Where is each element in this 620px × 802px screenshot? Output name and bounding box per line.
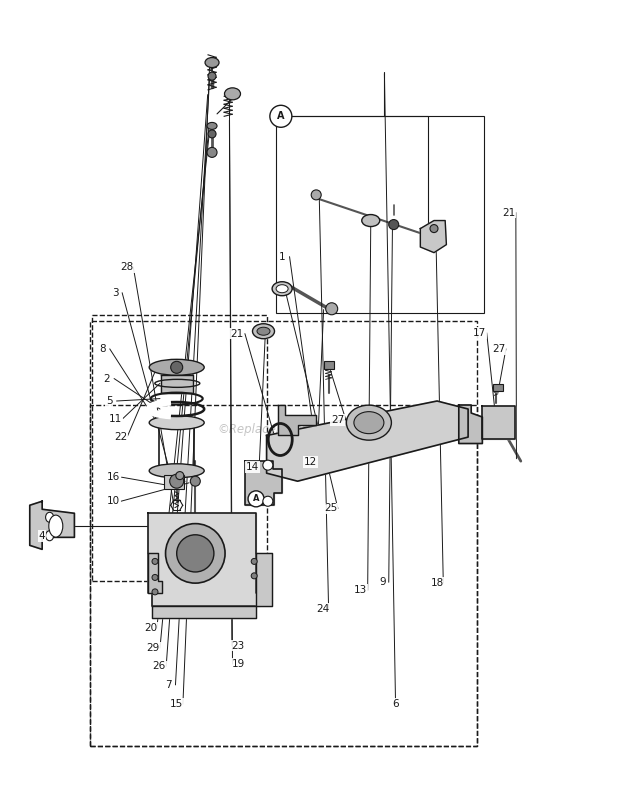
Text: 15: 15 [170,699,184,709]
Text: 5: 5 [106,396,112,406]
Circle shape [207,148,217,157]
Circle shape [430,225,438,233]
Circle shape [326,303,338,314]
Ellipse shape [252,324,275,338]
Ellipse shape [46,512,53,522]
Text: 13: 13 [354,585,368,595]
Bar [276,116,484,313]
Ellipse shape [361,215,380,226]
Ellipse shape [149,464,204,478]
Text: 11: 11 [108,414,122,423]
Text: 9: 9 [379,577,386,587]
Polygon shape [420,221,446,253]
Circle shape [177,535,214,572]
Text: 12: 12 [304,457,317,467]
Circle shape [170,474,184,488]
Ellipse shape [205,58,219,67]
Circle shape [389,220,399,229]
Ellipse shape [257,327,270,335]
Polygon shape [30,501,74,549]
Text: 6: 6 [392,699,399,709]
Circle shape [263,496,273,506]
Text: A: A [253,494,259,504]
Ellipse shape [149,359,204,375]
Polygon shape [245,461,282,505]
Text: 10: 10 [107,496,120,506]
Text: 23: 23 [231,641,245,650]
Ellipse shape [424,224,444,249]
Text: 17: 17 [472,328,486,338]
Circle shape [263,460,273,470]
Polygon shape [459,405,482,444]
Ellipse shape [207,123,217,129]
Text: 18: 18 [430,578,444,588]
Text: 27: 27 [492,344,505,354]
Ellipse shape [272,282,292,296]
Text: 22: 22 [114,432,128,442]
Text: 2: 2 [104,374,110,383]
Text: 21: 21 [230,329,244,338]
Text: ©ReplacementParts.com: ©ReplacementParts.com [217,423,366,435]
Bar [164,476,184,489]
Circle shape [270,105,292,128]
Text: 25: 25 [324,504,337,513]
Ellipse shape [354,411,384,434]
Text: 1: 1 [279,252,285,261]
Text: 26: 26 [153,662,166,671]
Text: 27: 27 [331,415,345,425]
Circle shape [152,558,158,565]
Polygon shape [148,513,260,606]
Polygon shape [161,375,193,393]
Circle shape [166,524,225,583]
Ellipse shape [46,531,53,541]
Polygon shape [256,553,272,606]
Bar [493,383,503,391]
Circle shape [208,130,216,138]
Circle shape [190,476,200,486]
Circle shape [248,491,264,507]
Polygon shape [148,553,162,593]
Circle shape [176,472,184,480]
Text: 24: 24 [316,604,329,614]
Text: A: A [277,111,285,121]
Text: 21: 21 [502,208,515,217]
Text: 20: 20 [144,623,157,633]
Ellipse shape [149,415,204,430]
Circle shape [208,72,216,80]
Bar [90,321,477,746]
Bar [324,361,334,369]
Circle shape [152,574,158,581]
Bar [90,405,477,746]
Text: 29: 29 [146,643,160,653]
Ellipse shape [276,285,288,293]
Text: 7: 7 [166,680,172,690]
Text: 4: 4 [39,531,45,541]
Polygon shape [152,606,256,618]
Ellipse shape [347,405,391,440]
Circle shape [251,573,257,579]
Circle shape [311,190,321,200]
Bar [92,315,267,581]
Polygon shape [482,406,515,439]
Polygon shape [278,405,316,435]
Circle shape [152,589,158,595]
Ellipse shape [224,88,241,99]
Circle shape [251,558,257,565]
Ellipse shape [49,515,63,537]
Polygon shape [267,401,468,481]
Text: 8: 8 [99,344,105,354]
Text: 16: 16 [107,472,120,482]
Text: 3: 3 [113,288,119,298]
Text: 14: 14 [246,462,259,472]
Text: 19: 19 [232,659,246,669]
Circle shape [170,362,183,373]
Text: 28: 28 [120,262,134,272]
